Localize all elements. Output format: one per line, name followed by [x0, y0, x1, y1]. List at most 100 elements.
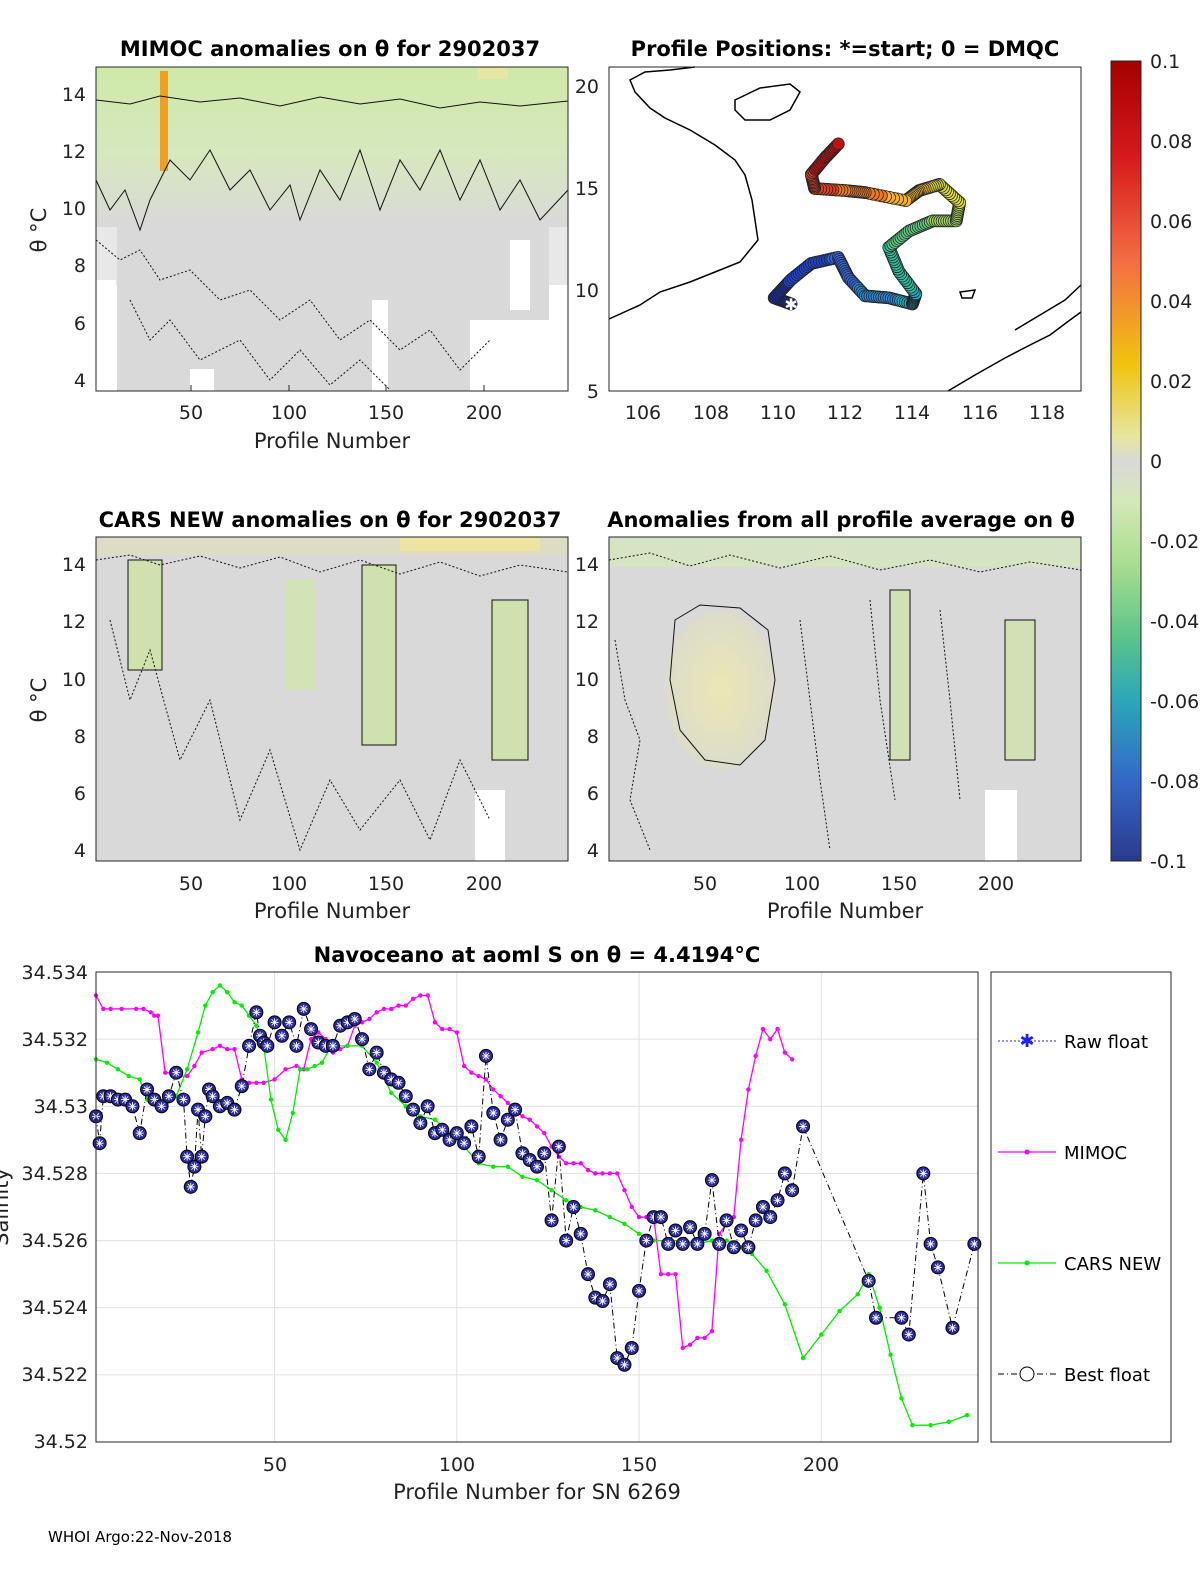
mimoc-point — [491, 1087, 496, 1092]
mimoc-point — [498, 1094, 503, 1099]
mimoc-point — [152, 1013, 157, 1018]
best-float-point — [530, 1159, 544, 1174]
mimoc-point — [210, 1047, 215, 1052]
legend: ✱ Raw float MIMOC CARS NEW Best float — [990, 971, 1172, 1443]
mimoc-point — [381, 1006, 387, 1012]
cars-new-point — [491, 1164, 496, 1169]
best-float-point — [748, 1213, 763, 1228]
best-float-point — [544, 1213, 559, 1228]
best-float-point — [916, 1166, 931, 1181]
cars-new-point — [276, 1127, 281, 1132]
best-float-point — [274, 1028, 289, 1043]
best-float-point — [726, 1240, 741, 1255]
salinity-ytick: 34.526 — [22, 1230, 88, 1252]
salinity-ytick: 34.528 — [22, 1163, 88, 1185]
best-float-point — [464, 1119, 479, 1134]
cars-new-point — [946, 1419, 952, 1425]
best-float-point — [471, 1149, 486, 1164]
best-float-point — [690, 1236, 705, 1251]
mimoc-point — [614, 1171, 620, 1176]
positions-ytick: 10 — [575, 280, 599, 302]
best-float-point — [930, 1260, 945, 1275]
mimoc-point — [454, 1030, 460, 1035]
start-marker: ✱ — [784, 295, 797, 314]
positions-axes — [608, 66, 1082, 392]
best-float-point — [566, 1200, 581, 1214]
average-xtick: 200 — [978, 873, 1014, 895]
best-float-point — [413, 1116, 428, 1131]
mimoc-point — [461, 1063, 467, 1069]
best-float-point — [478, 1048, 493, 1063]
colorbar-tick: 0 — [1150, 451, 1162, 473]
cars-new-point — [126, 1073, 132, 1079]
salinity-ytick: 34.534 — [22, 962, 88, 984]
salinity-ytick: 34.532 — [22, 1029, 88, 1051]
best-float-point — [296, 1001, 311, 1016]
cars-new-point — [104, 1060, 110, 1065]
cars-new-point — [290, 1110, 296, 1116]
mimoc-point — [447, 1026, 452, 1032]
colorbar-tick: 0.08 — [1150, 131, 1192, 153]
mimoc-point — [505, 1100, 511, 1106]
cars-new-point — [239, 1003, 244, 1008]
mimoc-point — [261, 1080, 266, 1085]
salinity-title: Navoceano at aoml S on θ = 4.4194°C — [314, 943, 761, 967]
colorbar-tick: 0.04 — [1150, 291, 1192, 313]
mimoc-point — [702, 1335, 707, 1341]
cars-new-point — [389, 1090, 394, 1096]
cars-xtick: 50 — [179, 873, 203, 895]
mimoc-point — [119, 1006, 124, 1012]
svg-text:✱: ✱ — [1019, 1031, 1034, 1052]
cars-new-point — [928, 1423, 933, 1428]
cars-new-point — [888, 1352, 893, 1357]
mimoc-ytick: 4 — [74, 370, 86, 392]
positions-xtick: 114 — [894, 402, 930, 424]
mimoc-point — [520, 1114, 525, 1119]
salinity-xtick: 100 — [439, 1454, 475, 1476]
best-float-point — [923, 1236, 938, 1251]
best-float-point — [398, 1089, 413, 1104]
legend-mimoc: MIMOC — [1064, 1143, 1127, 1164]
cars-title: CARS NEW anomalies on θ for 2902037 — [99, 508, 562, 532]
best-float-point — [697, 1226, 712, 1241]
best-float-point — [573, 1226, 588, 1241]
salinity-ytick: 34.53 — [34, 1096, 88, 1118]
mimoc-point — [789, 1057, 795, 1062]
mimoc-xtick: 200 — [466, 402, 502, 424]
panel-average: Anomalies from all profile average on θ … — [575, 508, 1082, 923]
best-float-point — [140, 1082, 155, 1097]
best-float-point — [369, 1045, 384, 1060]
cars-new-point — [345, 1043, 350, 1049]
mimoc-point — [687, 1342, 693, 1347]
cars-new-point — [184, 1067, 190, 1072]
best-float-point — [763, 1210, 778, 1225]
cars-new-point — [534, 1177, 540, 1183]
cars-new-point — [283, 1137, 288, 1143]
cars-new-point — [195, 1030, 201, 1035]
mimoc-point — [192, 1063, 197, 1069]
best-float-point — [581, 1267, 596, 1282]
cars-ytick: 4 — [74, 840, 86, 862]
best-float-point — [617, 1357, 632, 1372]
cars-xtick: 100 — [271, 873, 307, 895]
cars-new-point — [563, 1198, 569, 1203]
cars-ytick: 14 — [62, 554, 86, 576]
mimoc-point — [108, 1006, 113, 1012]
cars-new-point — [593, 1208, 598, 1213]
cars-new-point — [505, 1164, 511, 1169]
mimoc-point — [440, 1026, 445, 1032]
cars-ytick: 8 — [74, 726, 86, 748]
cars-new-point — [254, 1023, 259, 1028]
mimoc-point — [432, 1020, 438, 1025]
best-float-point — [500, 1112, 515, 1127]
best-float-point — [391, 1075, 406, 1090]
mimoc-point — [607, 1171, 613, 1176]
best-float-point — [704, 1173, 719, 1188]
average-ytick: 10 — [575, 669, 599, 691]
coastline-hainan — [734, 83, 801, 121]
cars-new-point — [137, 1077, 142, 1082]
cars-xtick: 200 — [466, 873, 502, 895]
best-float-point — [154, 1099, 169, 1114]
mimoc-xlabel: Profile Number — [254, 429, 411, 453]
